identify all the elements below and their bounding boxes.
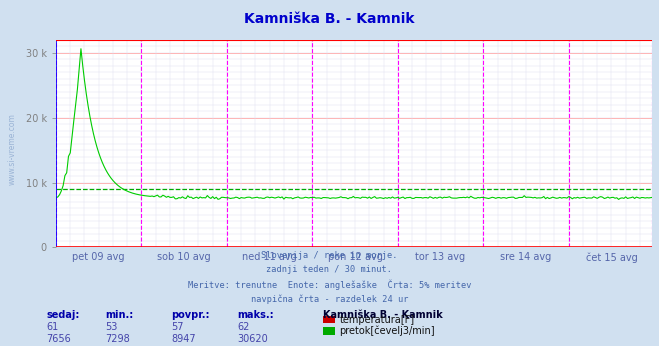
Text: Slovenija / reke in morje.: Slovenija / reke in morje. bbox=[261, 251, 398, 260]
Text: sedaj:: sedaj: bbox=[46, 310, 80, 320]
Text: min.:: min.: bbox=[105, 310, 134, 320]
Text: 30620: 30620 bbox=[237, 334, 268, 344]
Text: 57: 57 bbox=[171, 322, 184, 333]
Text: maks.:: maks.: bbox=[237, 310, 274, 320]
Text: 61: 61 bbox=[46, 322, 59, 333]
Text: navpična črta - razdelek 24 ur: navpična črta - razdelek 24 ur bbox=[251, 294, 408, 304]
Text: 8947: 8947 bbox=[171, 334, 196, 344]
Text: pretok[čevelj3/min]: pretok[čevelj3/min] bbox=[339, 326, 435, 336]
Text: 7656: 7656 bbox=[46, 334, 71, 344]
Text: 53: 53 bbox=[105, 322, 118, 333]
Text: 7298: 7298 bbox=[105, 334, 130, 344]
Text: www.si-vreme.com: www.si-vreme.com bbox=[8, 113, 17, 185]
Text: povpr.:: povpr.: bbox=[171, 310, 210, 320]
Text: Kamniška B. - Kamnik: Kamniška B. - Kamnik bbox=[323, 310, 443, 320]
Text: zadnji teden / 30 minut.: zadnji teden / 30 minut. bbox=[266, 265, 393, 274]
Text: Meritve: trenutne  Enote: anglešaške  Črta: 5% meritev: Meritve: trenutne Enote: anglešaške Črta… bbox=[188, 280, 471, 290]
Text: Kamniška B. - Kamnik: Kamniška B. - Kamnik bbox=[244, 12, 415, 26]
Text: 62: 62 bbox=[237, 322, 250, 333]
Text: temperatura[F]: temperatura[F] bbox=[339, 315, 415, 325]
